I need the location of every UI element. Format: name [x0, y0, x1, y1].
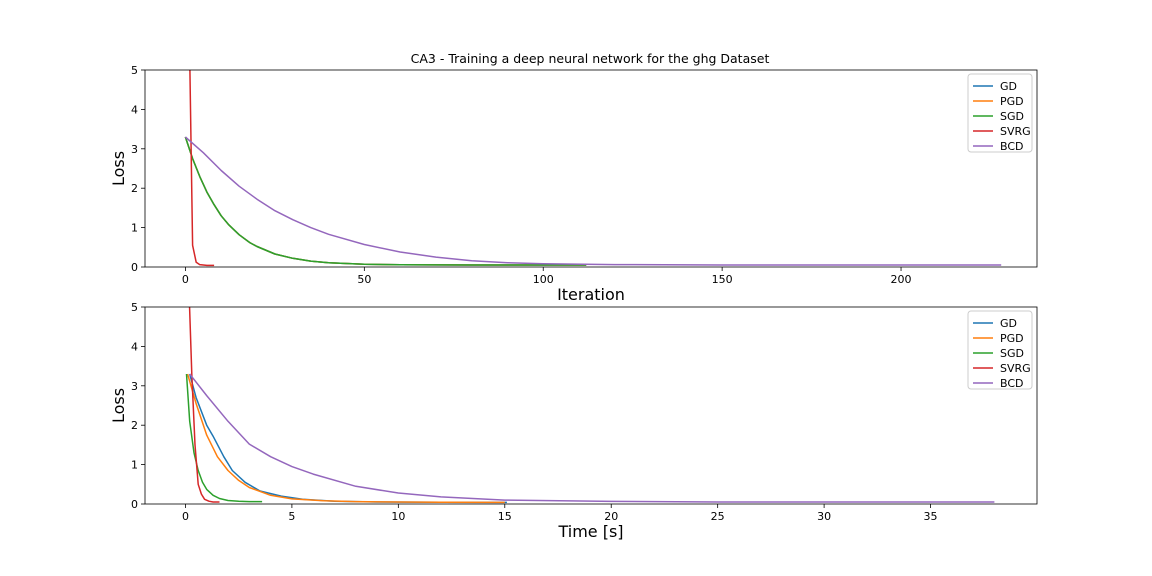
- axes-frame: [144, 306, 1038, 505]
- y-tick-label: 3: [131, 143, 138, 156]
- time-loss-subplot: 0 5 10 15 20 25 30 35 0 1 2 3 4 5 Time [s] Loss GD PGD SGD…: [109, 301, 1038, 541]
- y-axis-label: Loss: [109, 151, 128, 186]
- legend-label-pgd: PGD: [1000, 95, 1024, 108]
- legend-label-sgd: SGD: [1000, 110, 1024, 123]
- x-tick-label: 0: [182, 273, 189, 286]
- x-tick-label: 150: [712, 273, 733, 286]
- x-tick-label: 15: [498, 510, 512, 523]
- y-tick-label: 0: [131, 498, 138, 511]
- series-line-sgd: [184, 136, 587, 266]
- legend-box: [967, 310, 1033, 390]
- x-tick-label: 200: [891, 273, 912, 286]
- y-tick-label: 0: [131, 261, 138, 274]
- legend-label-svrg: SVRG: [1000, 362, 1031, 375]
- x-axis-label: Time [s]: [557, 522, 623, 541]
- series-line-pgd: [186, 373, 505, 504]
- series-line-svrg: [188, 307, 220, 503]
- series-line-sgd: [185, 373, 263, 503]
- legend-label-svrg: SVRG: [1000, 125, 1031, 138]
- legend-box: [967, 73, 1033, 153]
- x-tick-label: 35: [924, 510, 938, 523]
- x-tick-label: 0: [182, 510, 189, 523]
- legend-label-bcd: BCD: [1000, 377, 1024, 390]
- iteration-loss-subplot: 0 50 100 150 200 0 1 2 3 4 5 Iteration Loss GD PGD SGD S…: [109, 64, 1038, 304]
- y-tick-label: 1: [131, 222, 138, 235]
- legend-label-pgd: PGD: [1000, 332, 1024, 345]
- series-lines: [184, 70, 1002, 267]
- x-tick-label: 25: [711, 510, 725, 523]
- series-line-bcd: [184, 136, 1002, 266]
- legend-label-bcd: BCD: [1000, 140, 1024, 153]
- y-tick-label: 4: [131, 340, 138, 353]
- y-tick-label: 3: [131, 380, 138, 393]
- series-line-gd: [188, 373, 507, 504]
- axes-frame: [144, 69, 1038, 268]
- chart-title: CA3 - Training a deep neural network for…: [411, 51, 770, 66]
- y-axis-label: Loss: [109, 388, 128, 423]
- x-tick-label: 20: [604, 510, 618, 523]
- legend: GD PGD SGD SVRG BCD: [967, 310, 1033, 390]
- series-line-gd: [184, 136, 587, 266]
- x-tick-label: 100: [533, 273, 554, 286]
- y-tick-label: 4: [131, 103, 138, 116]
- legend: GD PGD SGD SVRG BCD: [967, 73, 1033, 153]
- series-lines: [185, 307, 995, 504]
- legend-label-gd: GD: [1000, 317, 1017, 330]
- series-line-svrg: [189, 70, 215, 267]
- y-tick-label: 2: [131, 419, 138, 432]
- legend-label-sgd: SGD: [1000, 347, 1024, 360]
- x-tick-label: 50: [357, 273, 371, 286]
- x-axis-label: Iteration: [557, 285, 625, 304]
- series-line-bcd: [189, 373, 995, 503]
- x-tick-label: 5: [288, 510, 295, 523]
- y-tick-label: 1: [131, 459, 138, 472]
- y-tick-label: 5: [131, 64, 138, 77]
- series-line-pgd: [184, 136, 587, 266]
- legend-label-gd: GD: [1000, 80, 1017, 93]
- y-tick-label: 2: [131, 182, 138, 195]
- x-tick-label: 10: [391, 510, 405, 523]
- y-tick-label: 5: [131, 301, 138, 314]
- x-tick-label: 30: [817, 510, 831, 523]
